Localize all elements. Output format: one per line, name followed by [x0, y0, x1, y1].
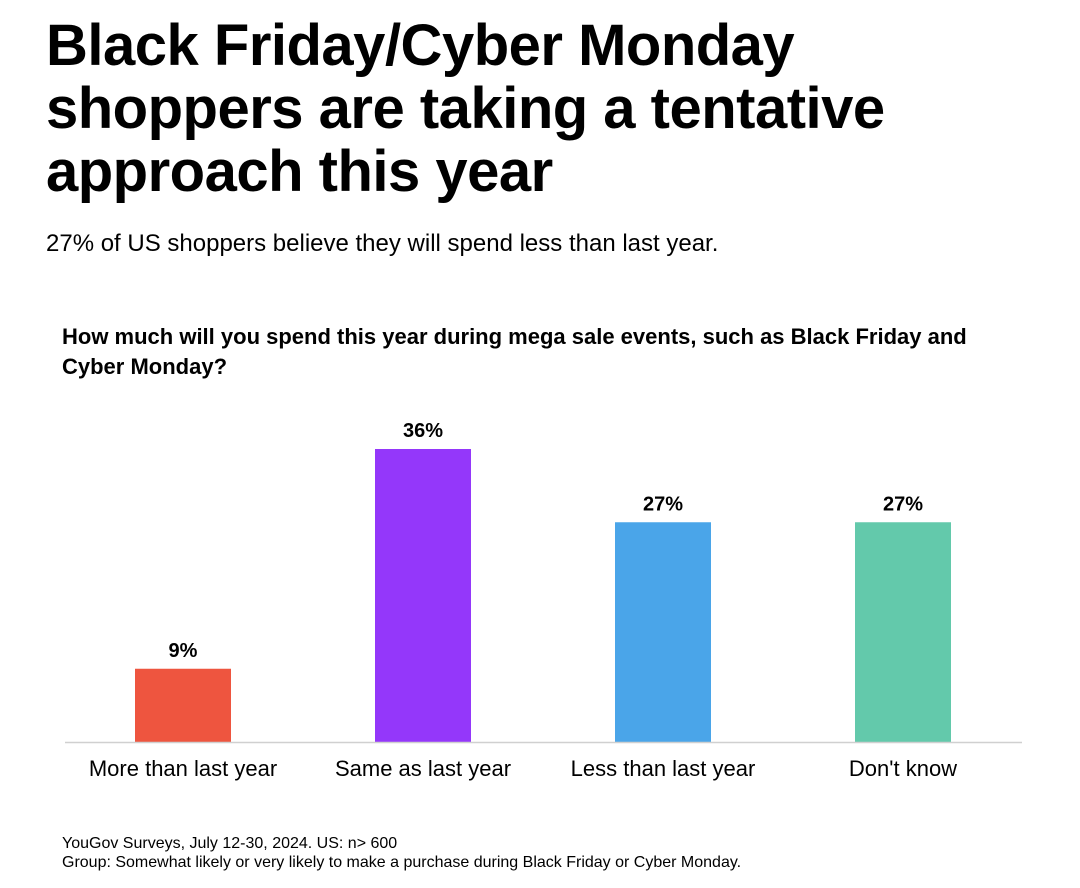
category-label: Less than last year [571, 756, 756, 781]
data-label: 27% [643, 493, 683, 515]
data-label: 27% [883, 493, 923, 515]
source-note: YouGov Surveys, July 12-30, 2024. US: n>… [62, 835, 398, 852]
chart-title: Black Friday/Cyber Monday shoppers are t… [46, 13, 885, 204]
category-label: More than last year [89, 756, 277, 781]
bar [135, 668, 231, 742]
bar [615, 522, 711, 742]
bar [375, 449, 471, 742]
category-label: Don't know [849, 756, 957, 781]
survey-question: How much will you spend this year during… [62, 324, 967, 379]
category-label: Same as last year [335, 756, 511, 781]
chart-subtitle: 27% of US shoppers believe they will spe… [46, 230, 719, 257]
group-note: Group: Somewhat likely or very likely to… [62, 854, 742, 871]
data-label: 36% [403, 420, 443, 442]
data-label: 9% [169, 640, 198, 662]
bar [855, 522, 951, 742]
